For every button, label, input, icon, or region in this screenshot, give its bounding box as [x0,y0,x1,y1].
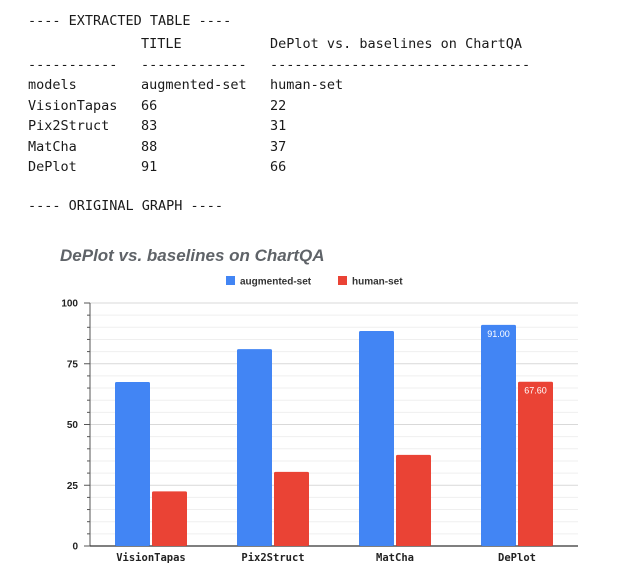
x-tick-label: VisionTapas [116,552,186,564]
extracted-table: TITLE DePlot vs. baselines on ChartQA --… [28,34,530,178]
y-tick-label: 50 [67,420,79,431]
chart-bars [115,324,553,546]
table-cell: VisionTapas [28,97,118,114]
separator-cell: ------------- [141,56,247,73]
table-row: Pix2Struct 83 31 [28,116,530,137]
title-label: TITLE [141,36,182,52]
table-cell: 37 [270,138,287,155]
separator-row: ----------- ------------- --------------… [28,55,530,76]
table-cell: 66 [141,97,158,114]
title-row: TITLE DePlot vs. baselines on ChartQA [28,34,530,55]
chart-labels: VisionTapas Pix2Struct MatCha DePlot 91.00 67… [116,329,547,564]
table-cell: 88 [141,138,158,155]
title-value: DePlot vs. baselines on ChartQA [270,36,522,52]
separator-cell: -------------------------------- [270,56,531,73]
legend-label: augmented-set [240,277,312,288]
x-tick-label: DePlot [498,552,536,564]
legend-swatch-human-set [338,276,347,285]
x-tick-label: Pix2Struct [241,552,304,564]
title-row-empty-cell [28,34,141,55]
bar-augmented-set-DePlot [481,324,516,546]
column-header: augmented-set [141,77,247,93]
table-cell: Pix2Struct [28,118,110,134]
chart-title: DePlot vs. baselines on ChartQA [60,246,325,265]
chart-legend: augmented-set human-set [226,276,403,288]
data-label: 91.00 [487,329,510,339]
bar-human-set-DePlot [518,381,553,546]
table-row: DePlot 91 66 [28,157,530,178]
table-cell: DePlot [28,159,77,175]
table-row: MatCha 88 37 [28,137,530,158]
y-tick-label: 75 [67,359,79,370]
extracted-table-header: ---- EXTRACTED TABLE ---- [28,13,232,29]
table-row: VisionTapas 66 22 [28,96,530,117]
original-graph-header: ---- ORIGINAL GRAPH ---- [28,198,224,214]
y-tick-label: 100 [61,299,78,310]
separator-cell: ----------- [28,56,118,73]
bar-augmented-set-Pix2Struct [237,349,272,546]
table-cell: 22 [270,97,287,114]
bar-human-set-MatCha [396,454,431,546]
column-header: human-set [270,77,344,93]
table-cell: 83 [141,118,158,134]
data-label: 67.60 [524,386,547,396]
column-header: models [28,77,77,93]
column-header-row: models augmented-set human-set [28,75,530,96]
x-tick-label: MatCha [376,552,414,564]
table-cell: MatCha [28,138,77,155]
legend-label: human-set [352,277,403,288]
bar-human-set-VisionTapas [152,491,187,546]
bar-augmented-set-MatCha [359,330,394,546]
legend-swatch-augmented-set [226,276,235,285]
bar-chart: DePlot vs. baselines on ChartQA augmente… [60,246,578,564]
bar-human-set-Pix2Struct [274,471,309,546]
table-cell: 66 [270,159,287,175]
table-cell: 31 [270,118,287,134]
y-tick-label: 0 [72,542,78,553]
table-cell: 91 [141,159,158,175]
y-tick-label: 25 [67,481,79,492]
bar-augmented-set-VisionTapas [115,381,150,546]
